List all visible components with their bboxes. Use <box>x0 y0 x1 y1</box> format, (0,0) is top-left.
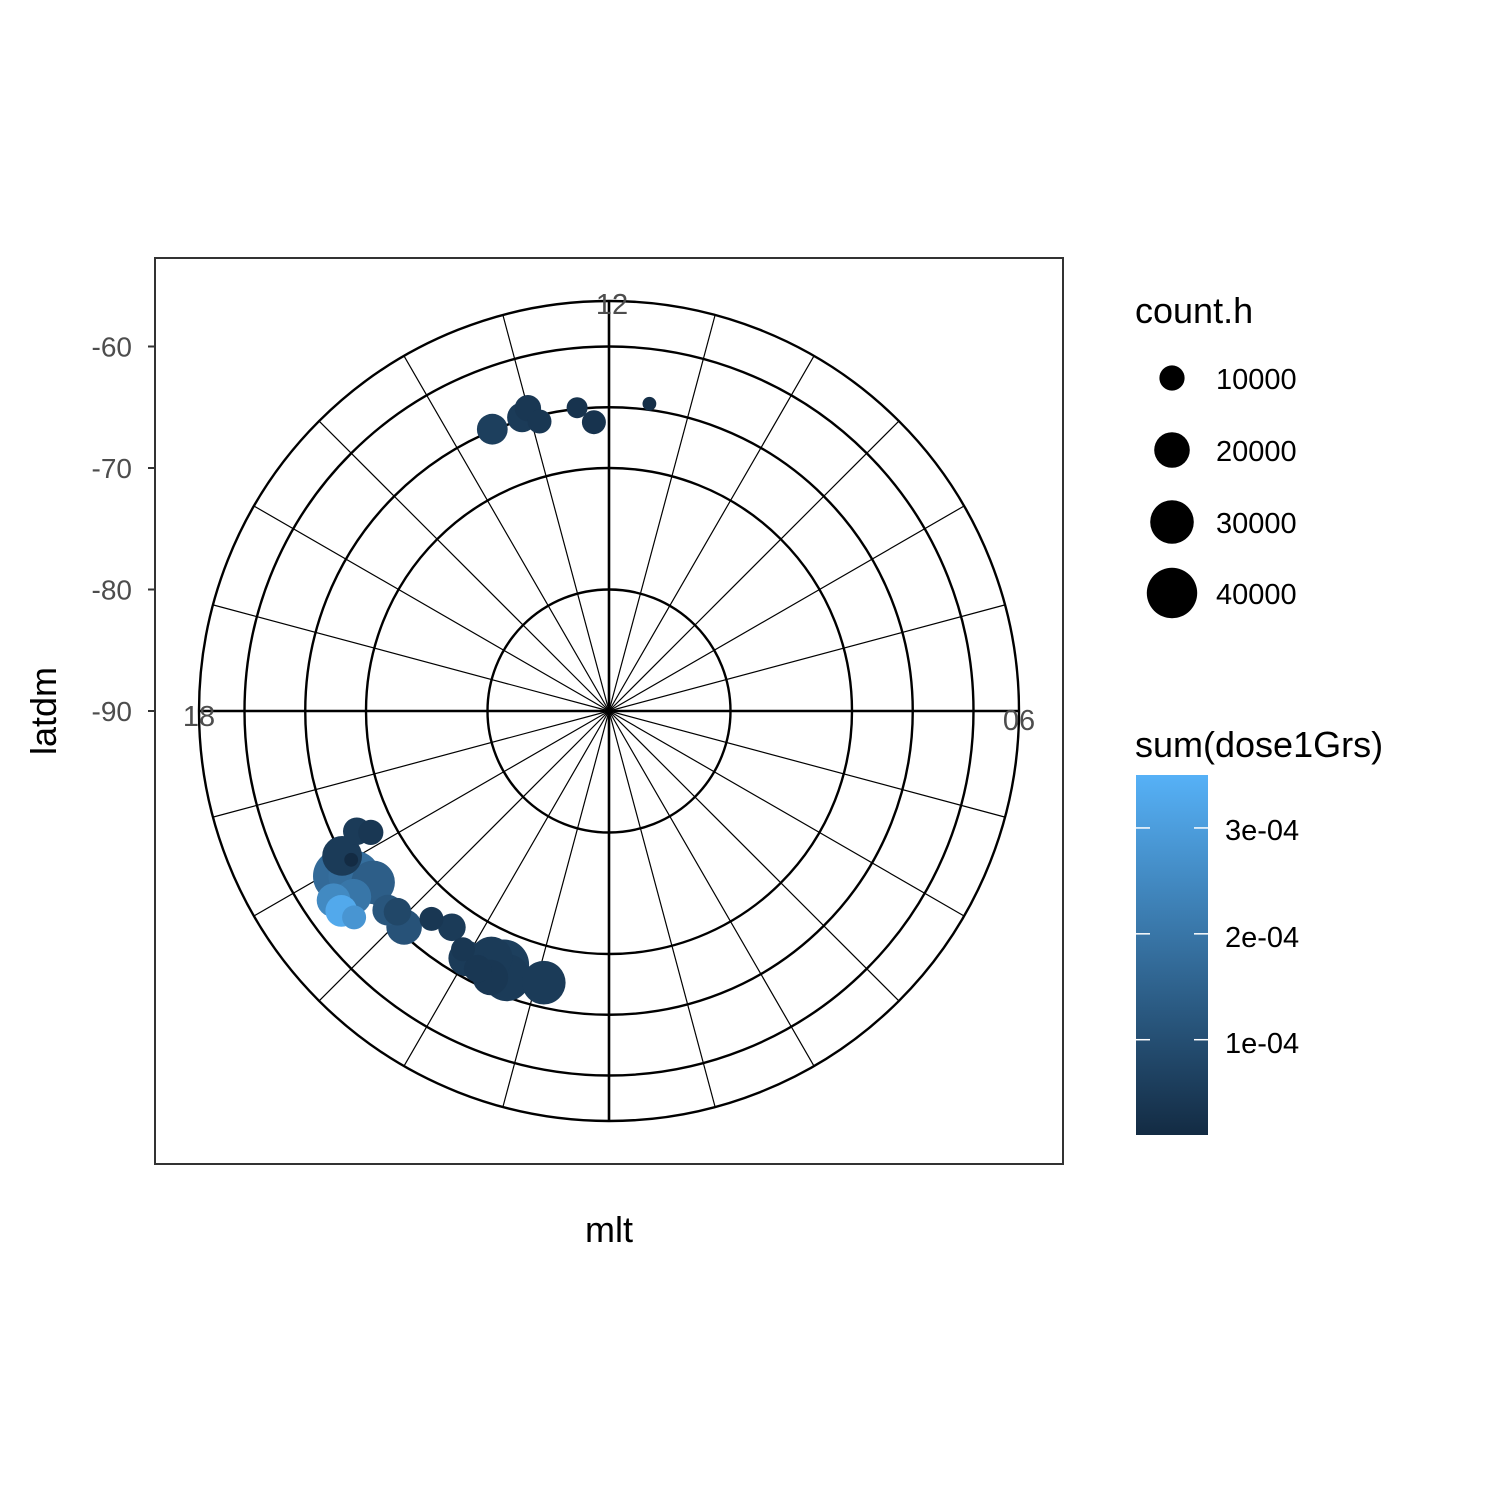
size-legend-label: 30000 <box>1216 508 1297 540</box>
data-point <box>522 960 566 1005</box>
grid-spoke <box>212 604 610 712</box>
grid-spoke <box>502 314 610 712</box>
size-legend: count.h 10000 20000 30000 40000 <box>1135 290 1297 619</box>
grid-spoke <box>403 710 610 1067</box>
y-axis-title: latdm <box>23 667 64 755</box>
data-point <box>419 906 444 931</box>
size-legend-keys <box>1146 365 1198 619</box>
y-tick-label: -80 <box>92 575 132 606</box>
clock-label-12: 12 <box>596 289 628 321</box>
y-tick-label: -90 <box>92 696 132 727</box>
grid-spoke <box>212 710 610 818</box>
data-point <box>438 913 466 942</box>
y-axis: -60 -70 -80 -90 <box>92 332 155 727</box>
colorbar-label: 2e-04 <box>1225 922 1299 954</box>
colorbar-label: 3e-04 <box>1225 815 1299 847</box>
grid-spoke <box>502 710 610 1108</box>
size-legend-key <box>1154 432 1190 468</box>
data-point <box>642 396 657 411</box>
data-point <box>581 410 606 435</box>
polar-grid <box>197 299 1021 1123</box>
grid-ring <box>486 588 732 834</box>
y-tick-label: -60 <box>92 332 132 363</box>
color-legend: sum(dose1Grs) 3e-04 2e-04 1e-04 <box>1135 724 1383 1135</box>
data-points <box>313 395 657 1005</box>
data-point <box>342 905 367 930</box>
data-point <box>451 937 475 962</box>
clock-label-18: 18 <box>183 701 215 733</box>
colorbar-label: 1e-04 <box>1225 1028 1299 1060</box>
grid-spoke <box>608 604 1006 712</box>
grid-spoke <box>253 505 610 712</box>
clock-label-06: 06 <box>1003 705 1035 737</box>
grid-spoke <box>608 420 900 712</box>
grid-spoke <box>608 355 815 712</box>
y-tick-label: -70 <box>92 453 132 484</box>
grid-spoke <box>608 710 716 1108</box>
grid-spoke <box>608 710 1006 818</box>
color-legend-title: sum(dose1Grs) <box>1135 724 1383 765</box>
grid-ring <box>364 466 854 956</box>
grid-spoke <box>403 355 610 712</box>
grid-spoke <box>318 710 610 1002</box>
grid-spoke <box>608 710 965 917</box>
grid-spoke <box>318 420 610 712</box>
data-point <box>527 409 552 434</box>
data-point <box>344 852 359 867</box>
data-point <box>476 413 508 445</box>
size-legend-label: 40000 <box>1216 579 1297 611</box>
grid-ring <box>304 406 914 1016</box>
size-legend-key <box>1146 567 1198 619</box>
grid-spoke <box>608 314 716 712</box>
size-legend-label: 20000 <box>1216 436 1297 468</box>
size-legend-key <box>1159 365 1185 391</box>
grid-ring-outer <box>197 299 1021 1123</box>
colorbar-ticks <box>1136 827 1208 1041</box>
x-axis-title: mlt <box>585 1209 633 1250</box>
size-legend-label: 10000 <box>1216 364 1297 396</box>
grid-spoke <box>608 710 815 1067</box>
grid-spoke <box>608 505 965 712</box>
data-point <box>566 397 588 419</box>
size-legend-title: count.h <box>1135 290 1253 331</box>
size-legend-key <box>1150 500 1194 544</box>
data-point <box>463 954 492 983</box>
grid-spoke <box>253 710 610 917</box>
colorbar <box>1136 775 1208 1135</box>
grid-ring <box>243 345 975 1077</box>
data-point <box>358 819 384 846</box>
grid-spoke <box>608 710 900 1002</box>
data-point <box>383 897 412 926</box>
